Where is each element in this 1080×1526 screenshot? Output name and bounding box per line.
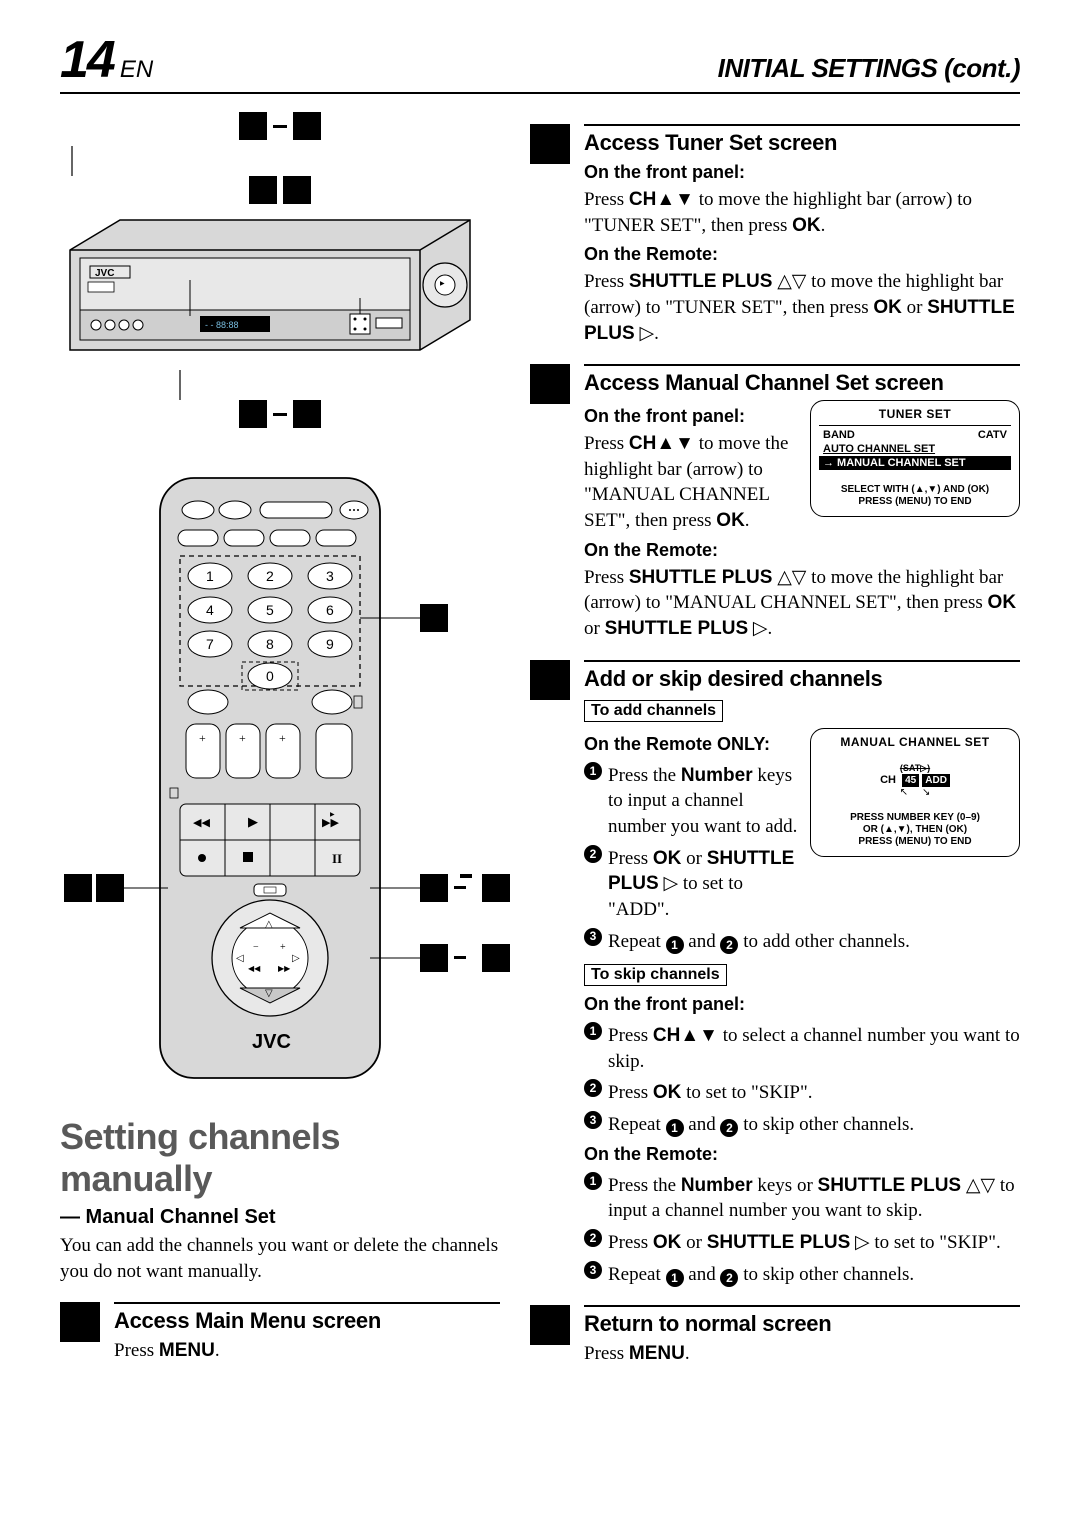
step-3-fp-head: On the front panel: — [584, 406, 798, 427]
step-5-text: Press MENU. — [584, 1341, 1020, 1367]
step-2-rm-text: Press SHUTTLE PLUS △▽ to move the highli… — [584, 269, 1020, 346]
to-skip-box: To skip channels — [584, 964, 727, 986]
svg-text:−: − — [253, 942, 259, 953]
main-title: Setting channels manually — [60, 1116, 500, 1200]
svg-text:1: 1 — [206, 568, 214, 584]
page-header: 14EN INITIAL SETTINGS (cont.) — [60, 30, 1020, 94]
step-1-title: Access Main Menu screen — [114, 1308, 500, 1334]
step-2-rm-head: On the Remote: — [584, 244, 1020, 265]
step-1-text: Press MENU. — [114, 1338, 500, 1364]
svg-text:▽: ▽ — [265, 988, 273, 999]
step-4-rm-head: On the Remote: — [584, 1144, 1020, 1165]
step-index-icon — [530, 364, 570, 404]
svg-text:4: 4 — [206, 602, 214, 618]
step-3: Access Manual Channel Set screen On the … — [530, 364, 1020, 641]
step-5: Return to normal screen Press MENU. — [530, 1305, 1020, 1367]
svg-text:JVC: JVC — [252, 1031, 291, 1053]
svg-text:+: + — [239, 731, 246, 745]
step-3-fp-text: Press CH▲▼ to move the highlight bar (ar… — [584, 431, 798, 534]
to-add-box: To add channels — [584, 700, 723, 722]
remote-figure: 1234567890 + + + ◀◀▶▶▶ II ▶ — [60, 468, 500, 1108]
intro-body: You can add the channels you want or del… — [60, 1233, 500, 1284]
step-1: Access Main Menu screen Press MENU. — [60, 1302, 500, 1364]
svg-text:+: + — [280, 942, 286, 953]
step-2: Access Tuner Set screen On the front pan… — [530, 124, 1020, 346]
svg-text:▶▶: ▶▶ — [278, 964, 291, 973]
osd-tuner-set: TUNER SET BANDCATV AUTO CHANNEL SET → MA… — [810, 400, 1020, 517]
svg-text:▶︎: ▶︎ — [440, 281, 445, 287]
step-3-title: Access Manual Channel Set screen — [584, 370, 1020, 396]
remote-illustration: 1234567890 + + + ◀◀▶▶▶ II ▶ — [60, 468, 480, 1108]
svg-text:JVC: JVC — [95, 268, 114, 279]
svg-text:2: 2 — [266, 568, 274, 584]
osd-manual-channel: MANUAL CHANNEL SET (SAT▷) CH 45 ADD ↖ ↘ … — [810, 728, 1020, 857]
vcr-illustration: JVC - - 88:88 ▶︎ — [60, 210, 480, 370]
remote-only-head: On the Remote ONLY: — [584, 734, 798, 755]
svg-text:6: 6 — [326, 602, 334, 618]
svg-text:△: △ — [265, 919, 273, 930]
svg-text:+: + — [279, 731, 286, 745]
step-index-icon — [530, 124, 570, 164]
svg-text:◀◀: ◀◀ — [248, 964, 261, 973]
step-index-icon — [530, 660, 570, 700]
svg-text:+: + — [199, 731, 206, 745]
svg-text:▶: ▶ — [248, 814, 258, 829]
callout-line-icon — [60, 146, 84, 176]
svg-text:◁: ◁ — [236, 953, 244, 964]
svg-text:▷: ▷ — [292, 953, 300, 964]
right-column: Access Tuner Set screen On the front pan… — [530, 106, 1020, 1367]
page-lang: EN — [120, 56, 153, 83]
svg-text:7: 7 — [206, 636, 214, 652]
page-number: 14 — [60, 31, 114, 89]
svg-text:0: 0 — [266, 668, 274, 684]
svg-text:8: 8 — [266, 636, 274, 652]
svg-text:3: 3 — [326, 568, 334, 584]
step-2-fp-text: Press CH▲▼ to move the highlight bar (ar… — [584, 187, 1020, 238]
callout-line-icon — [60, 370, 300, 400]
step-4-title: Add or skip desired channels — [584, 666, 1020, 692]
step-index-icon — [530, 1305, 570, 1345]
step-index-icon — [60, 1302, 100, 1342]
step-5-title: Return to normal screen — [584, 1311, 1020, 1337]
left-column: JVC - - 88:88 ▶︎ — [60, 106, 500, 1367]
svg-text:II: II — [332, 851, 342, 866]
step-3-rm-text: Press SHUTTLE PLUS △▽ to move the highli… — [584, 565, 1020, 642]
page-number-block: 14EN — [60, 30, 153, 90]
svg-text:- - 88:88: - - 88:88 — [205, 320, 239, 330]
vcr-figure: JVC - - 88:88 ▶︎ — [60, 112, 500, 428]
svg-text:◀◀: ◀◀ — [193, 817, 210, 829]
step-4-fp-head: On the front panel: — [584, 994, 1020, 1015]
svg-text:5: 5 — [266, 602, 274, 618]
svg-text:9: 9 — [326, 636, 334, 652]
step-3-rm-head: On the Remote: — [584, 540, 1020, 561]
step-4: Add or skip desired channels To add chan… — [530, 660, 1020, 1288]
subtitle: — Manual Channel Set — [60, 1206, 500, 1229]
svg-text:▶▶: ▶▶ — [322, 817, 339, 829]
svg-text:▶: ▶ — [330, 812, 335, 818]
step-2-fp-head: On the front panel: — [584, 162, 1020, 183]
step-2-title: Access Tuner Set screen — [584, 130, 1020, 156]
header-title: INITIAL SETTINGS (cont.) — [718, 53, 1020, 84]
